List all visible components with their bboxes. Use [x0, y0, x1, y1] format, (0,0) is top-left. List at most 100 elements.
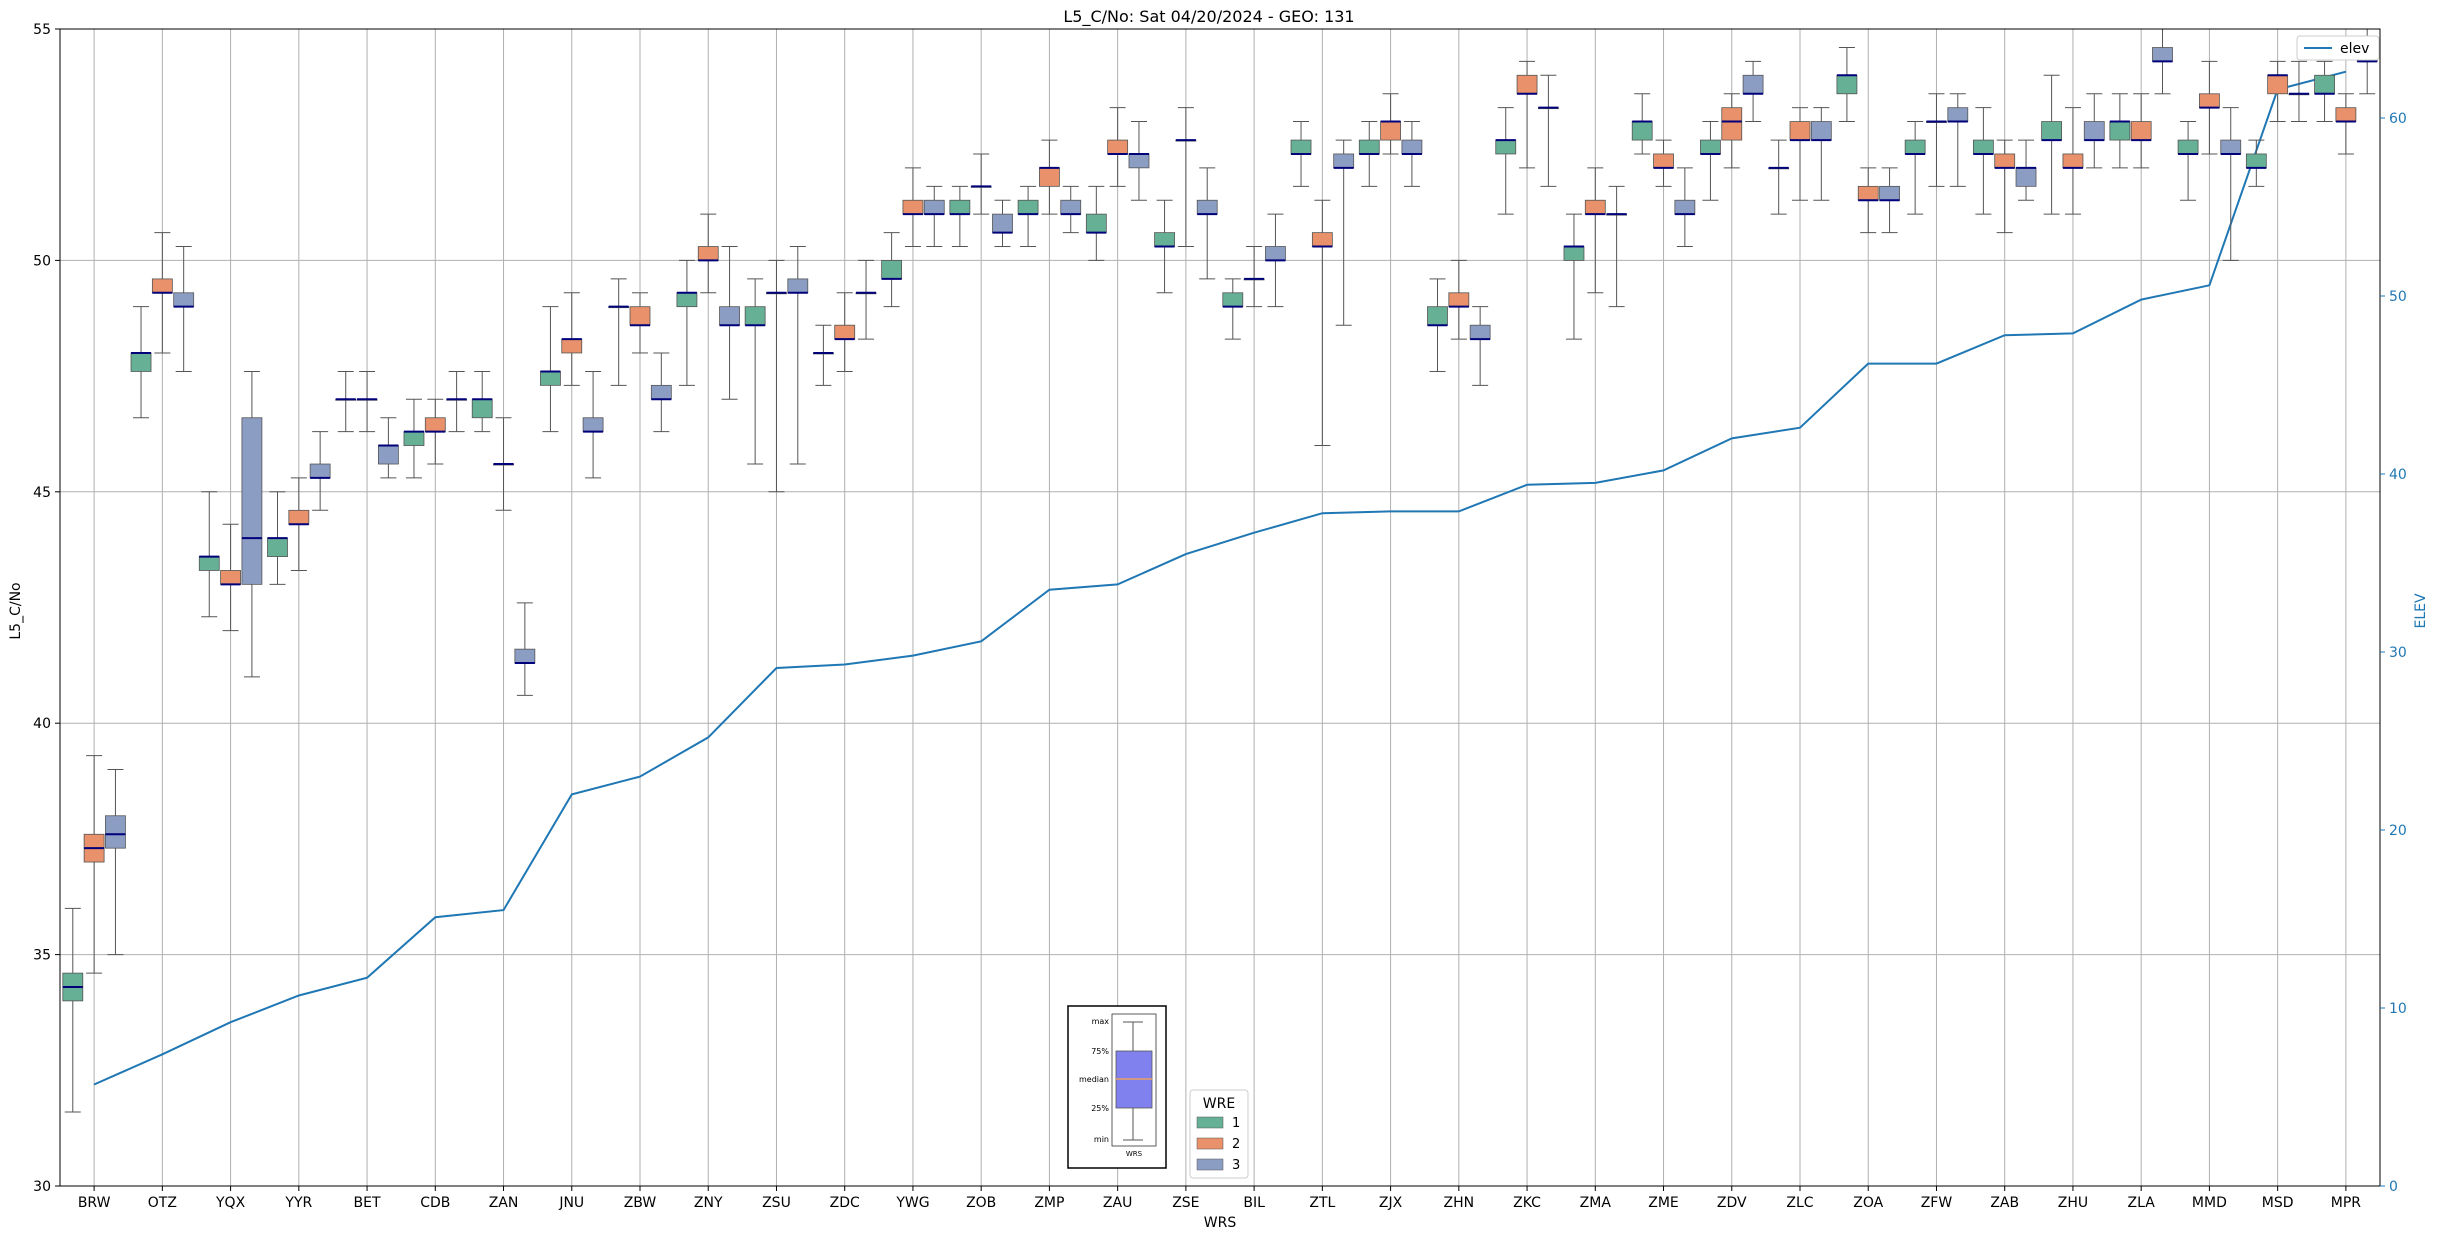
box-ZBW-wre3 — [650, 352, 672, 433]
box-ZMP-wre1 — [1017, 185, 1039, 248]
box-ZME-wre2 — [1653, 139, 1674, 187]
x-tick-label: ZAN — [489, 1195, 519, 1211]
box-ZLC-wre2 — [1789, 107, 1811, 201]
box-iqr — [198, 556, 220, 571]
box-key-label-median: median — [1079, 1075, 1109, 1084]
box-iqr — [130, 352, 152, 372]
box-CDB-wre2 — [424, 398, 446, 465]
y-tick-label: 40 — [33, 716, 51, 732]
box-iqr — [719, 306, 740, 326]
box-JNU-wre2 — [561, 292, 583, 386]
box-iqr — [561, 338, 583, 354]
box-iqr — [1427, 306, 1448, 326]
box-ZSU-wre1 — [744, 278, 766, 465]
box-layer — [62, 28, 2378, 1113]
box-iqr — [1789, 121, 1811, 141]
box-iqr — [2041, 121, 2063, 141]
box-ZOB-wre1 — [949, 185, 971, 248]
box-iqr — [288, 509, 310, 525]
box-iqr — [1721, 107, 1743, 141]
box-ZTL-wre3 — [1333, 139, 1355, 326]
box-BET-wre3 — [377, 417, 399, 479]
box-ZNY-wre3 — [719, 246, 740, 400]
box-CDB-wre1 — [403, 398, 425, 479]
box-ZDV-wre3 — [1742, 60, 1764, 123]
box-ZOB-wre2 — [970, 153, 992, 215]
wre-legend-swatch-1 — [1196, 1116, 1224, 1129]
x-tick-label: ZHN — [1444, 1195, 1475, 1211]
box-ZTL-wre2 — [1311, 199, 1333, 447]
box-BRW-wre1 — [62, 907, 84, 1113]
box-ZKC-wre2 — [1516, 60, 1538, 169]
box-iqr — [1196, 199, 1218, 215]
box-ZAN-wre3 — [514, 602, 536, 696]
box-iqr — [992, 213, 1013, 234]
box-iqr — [1311, 232, 1333, 247]
box-iqr — [1631, 121, 1653, 141]
x-tick-label: ZDC — [830, 1195, 860, 1211]
box-ZFW-wre3 — [1947, 93, 1969, 187]
box-iqr — [2177, 139, 2199, 155]
box-ZAB-wre3 — [2015, 139, 2037, 201]
box-iqr — [650, 384, 672, 400]
y2-tick-label: 10 — [2389, 1001, 2407, 1017]
box-MPR-wre2 — [2335, 93, 2357, 155]
y2-tick-label: 30 — [2389, 645, 2407, 661]
box-ZSE-wre2 — [1175, 107, 1197, 248]
elev-line-layer — [93, 70, 2347, 1086]
box-iqr — [2314, 74, 2335, 95]
x-tick-label: ZLC — [1786, 1195, 1813, 1211]
elev-legend-frame — [2296, 35, 2380, 61]
box-ZAU-wre1 — [1085, 185, 1107, 261]
box-iqr — [1333, 153, 1355, 169]
box-ZLC-wre1 — [1768, 139, 1790, 215]
box-MMD-wre3 — [2220, 107, 2242, 261]
box-ZDC-wre3 — [855, 259, 877, 340]
box-ZDV-wre1 — [1700, 121, 1721, 201]
box-BIL-wre1 — [1222, 278, 1244, 340]
box-iqr — [949, 199, 971, 215]
box-iqr — [105, 815, 126, 849]
box-YQX-wre1 — [198, 491, 220, 618]
box-iqr — [1857, 185, 1879, 201]
box-iqr — [2245, 153, 2267, 169]
box-iqr — [1947, 107, 1969, 122]
box-ZFW-wre1 — [1904, 121, 1926, 215]
box-iqr — [881, 259, 903, 280]
box-ZME-wre1 — [1631, 93, 1653, 155]
x-tick-label: YYR — [284, 1195, 312, 1211]
x-tick-label: ZMP — [1034, 1195, 1064, 1211]
box-ZLA-wre1 — [2109, 93, 2131, 169]
x-tick-label: ZOA — [1853, 1195, 1883, 1211]
box-iqr — [1879, 185, 1900, 201]
box-YWG-wre1 — [881, 232, 903, 308]
elev-legend-label: elev — [2340, 41, 2369, 57]
x-tick-label: ZAU — [1103, 1195, 1132, 1211]
box-key: max 75% median 25% min WRS — [1067, 1005, 1167, 1169]
x-tick-label: JNU — [558, 1195, 584, 1211]
box-iqr — [1972, 139, 1994, 155]
box-ZHU-wre2 — [2062, 107, 2084, 215]
x-tick-label: OTZ — [148, 1195, 177, 1211]
x-tick-label: ZHU — [2058, 1195, 2088, 1211]
x-tick-label: ZME — [1648, 1195, 1679, 1211]
box-iqr — [676, 292, 698, 308]
box-iqr — [1060, 199, 1082, 215]
box-ZOA-wre2 — [1857, 167, 1879, 234]
box-iqr — [2335, 107, 2357, 122]
wre-legend-label-1: 1 — [1232, 1116, 1240, 1131]
box-ZSE-wre3 — [1196, 167, 1218, 280]
box-ZOB-wre3 — [992, 199, 1013, 248]
box-iqr — [2130, 121, 2152, 141]
x-tick-label: ZKC — [1513, 1195, 1541, 1211]
box-iqr — [2220, 139, 2242, 155]
box-iqr — [834, 324, 856, 340]
box-iqr — [1128, 153, 1150, 169]
box-ZLA-wre2 — [2130, 93, 2152, 169]
y2-axis-label: ELEV — [2413, 593, 2429, 628]
plot-frame — [59, 28, 2381, 1187]
box-key-label-q1: 25% — [1091, 1104, 1109, 1113]
box-iqr — [377, 445, 399, 465]
box-OTZ-wre2 — [151, 232, 173, 354]
